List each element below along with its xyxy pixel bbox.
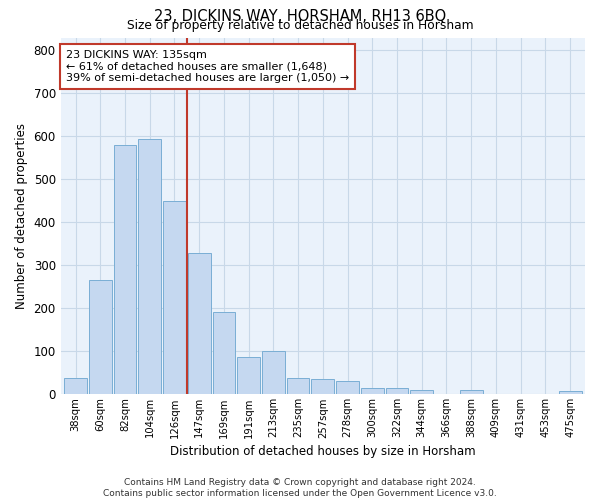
Text: Size of property relative to detached houses in Horsham: Size of property relative to detached ho… [127, 18, 473, 32]
Bar [559, 391, 581, 394]
Bar [188, 254, 211, 394]
Bar [89, 280, 112, 394]
Text: 23, DICKINS WAY, HORSHAM, RH13 6BQ: 23, DICKINS WAY, HORSHAM, RH13 6BQ [154, 9, 446, 24]
X-axis label: Distribution of detached houses by size in Horsham: Distribution of detached houses by size … [170, 444, 476, 458]
Bar [361, 388, 383, 394]
Bar [212, 312, 235, 394]
Bar [460, 390, 482, 394]
Bar [113, 145, 136, 394]
Text: Contains HM Land Registry data © Crown copyright and database right 2024.
Contai: Contains HM Land Registry data © Crown c… [103, 478, 497, 498]
Bar [287, 378, 310, 394]
Y-axis label: Number of detached properties: Number of detached properties [15, 123, 28, 309]
Bar [237, 358, 260, 395]
Bar [262, 352, 285, 395]
Bar [336, 380, 359, 394]
Bar [311, 379, 334, 394]
Bar [64, 378, 87, 394]
Bar [386, 388, 409, 394]
Bar [410, 390, 433, 394]
Bar [139, 138, 161, 394]
Text: 23 DICKINS WAY: 135sqm
← 61% of detached houses are smaller (1,648)
39% of semi-: 23 DICKINS WAY: 135sqm ← 61% of detached… [66, 50, 349, 83]
Bar [163, 201, 186, 394]
